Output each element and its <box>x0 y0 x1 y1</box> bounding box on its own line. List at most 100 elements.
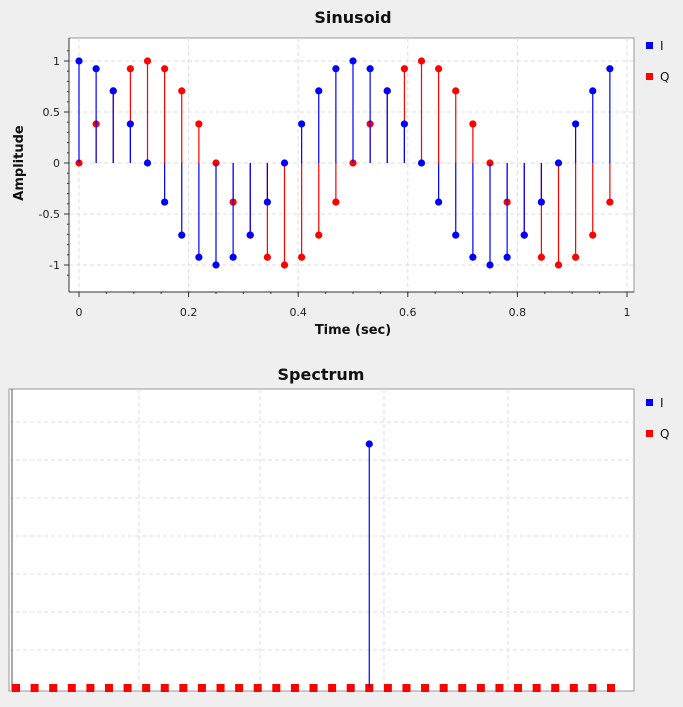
spectrum-point-q <box>495 684 504 692</box>
spectrum-point-q <box>328 684 337 692</box>
stem-point-i <box>537 198 545 206</box>
stem-point-i <box>349 57 357 65</box>
spectrum-point-q <box>197 684 206 692</box>
sinusoid-title: Sinusoid <box>314 8 392 27</box>
spectrum-point-q <box>67 684 76 692</box>
spectrum-point-q <box>290 684 299 692</box>
stem-point-q <box>589 231 597 239</box>
spectrum-point-q <box>421 684 430 692</box>
spectrum-point-q <box>514 684 523 692</box>
stem-point-q <box>435 65 443 73</box>
stem-point-q <box>537 253 545 261</box>
stem-point-i <box>417 159 426 167</box>
sinusoid-x-axis-title: Time (sec) <box>315 323 391 338</box>
stem-point-q <box>195 120 203 128</box>
stem-point-q <box>572 253 580 261</box>
stem-point-i <box>400 120 408 128</box>
stem-point-i <box>229 253 237 261</box>
stem-point-i <box>554 159 563 167</box>
stem-point-i <box>143 159 152 167</box>
stem-point-i <box>246 231 254 239</box>
sinusoid-legend-label-q: Q <box>660 70 669 84</box>
stem-point-q <box>161 65 169 73</box>
sinusoid-legend-swatch-i <box>646 42 653 49</box>
sinusoid-x-tick-label: 0.6 <box>399 306 417 319</box>
sinusoid-legend-label-i: I <box>660 39 664 53</box>
spectrum-point-q <box>235 684 244 692</box>
spectrum-point-q <box>123 684 132 692</box>
spectrum-legend-label-i: I <box>660 396 664 410</box>
stem-point-i <box>606 65 614 73</box>
spectrum-point-q <box>458 684 467 692</box>
stem-point-i <box>486 261 494 269</box>
spectrum-point-q <box>532 684 541 692</box>
spectrum-point-q <box>476 684 485 692</box>
spectrum-point-i <box>365 440 373 448</box>
spectrum-point-q <box>86 684 95 692</box>
stem-point-i <box>92 65 100 73</box>
spectrum-point-q <box>30 684 39 692</box>
spectrum-point-q <box>160 684 169 692</box>
stem-point-q <box>452 87 460 95</box>
sinusoid-legend-swatch-q <box>646 73 653 80</box>
sinusoid-y-axis-title: Amplitude <box>12 125 27 201</box>
stem-point-q <box>178 87 186 95</box>
stem-point-i <box>520 231 528 239</box>
spectrum-point-q <box>12 684 20 692</box>
stem-point-q <box>469 120 477 128</box>
spectrum-point-q <box>142 684 151 692</box>
stem-point-i <box>212 261 220 269</box>
stem-point-q <box>143 57 152 65</box>
spectrum-point-q <box>272 684 281 692</box>
stem-point-q <box>280 261 289 269</box>
stem-point-i <box>435 198 443 206</box>
sinusoid-y-tick-label: 0.5 <box>43 106 61 119</box>
stem-point-q <box>315 231 323 239</box>
sinusoid-y-tick-label: 1 <box>53 55 60 68</box>
stem-point-i <box>452 231 460 239</box>
spectrum-point-q <box>179 684 188 692</box>
spectrum-legend-swatch-q <box>646 430 653 437</box>
stem-point-i <box>469 253 477 261</box>
stem-point-q <box>417 57 426 65</box>
spectrum-point-q <box>253 684 262 692</box>
sinusoid-y-tick-label: -0.5 <box>39 208 60 221</box>
stem-point-q <box>126 65 134 73</box>
stem-point-i <box>572 120 580 128</box>
stem-point-i <box>280 159 289 167</box>
stem-point-i <box>109 87 117 95</box>
stem-point-q <box>298 253 306 261</box>
stem-point-i <box>298 120 306 128</box>
stem-point-i <box>503 253 511 261</box>
spectrum-point-q <box>346 684 355 692</box>
stem-point-q <box>263 253 271 261</box>
stem-point-i <box>178 231 186 239</box>
stem-point-q <box>400 65 408 73</box>
spectrum-point-q <box>383 684 392 692</box>
stem-point-i <box>263 198 271 206</box>
spectrum-point-q <box>439 684 448 692</box>
stem-point-q <box>554 261 563 269</box>
spectrum-point-q <box>588 684 597 692</box>
spectrum-point-q <box>551 684 560 692</box>
spectrum-point-q <box>104 684 113 692</box>
stem-point-q <box>332 198 340 206</box>
sinusoid-x-tick-label: 0.8 <box>509 306 527 319</box>
stem-point-i <box>315 87 323 95</box>
sinusoid-x-tick-label: 1 <box>624 306 631 319</box>
spectrum-point-q <box>569 684 578 692</box>
stem-point-q <box>606 198 614 206</box>
spectrum-point-q <box>216 684 225 692</box>
spectrum-point-q <box>49 684 58 692</box>
stem-point-i <box>383 87 391 95</box>
sinusoid-x-tick-label: 0.4 <box>289 306 307 319</box>
stem-point-i <box>75 57 83 65</box>
sinusoid-x-tick-label: 0 <box>76 306 83 319</box>
spectrum-legend-label-q: Q <box>660 427 669 441</box>
spectrum-plot-area <box>8 388 635 692</box>
sinusoid-y-tick-label: -1 <box>49 259 60 272</box>
spectrum-point-q <box>309 684 318 692</box>
stem-point-i <box>332 65 340 73</box>
spectrum-legend-swatch-i <box>646 399 653 406</box>
